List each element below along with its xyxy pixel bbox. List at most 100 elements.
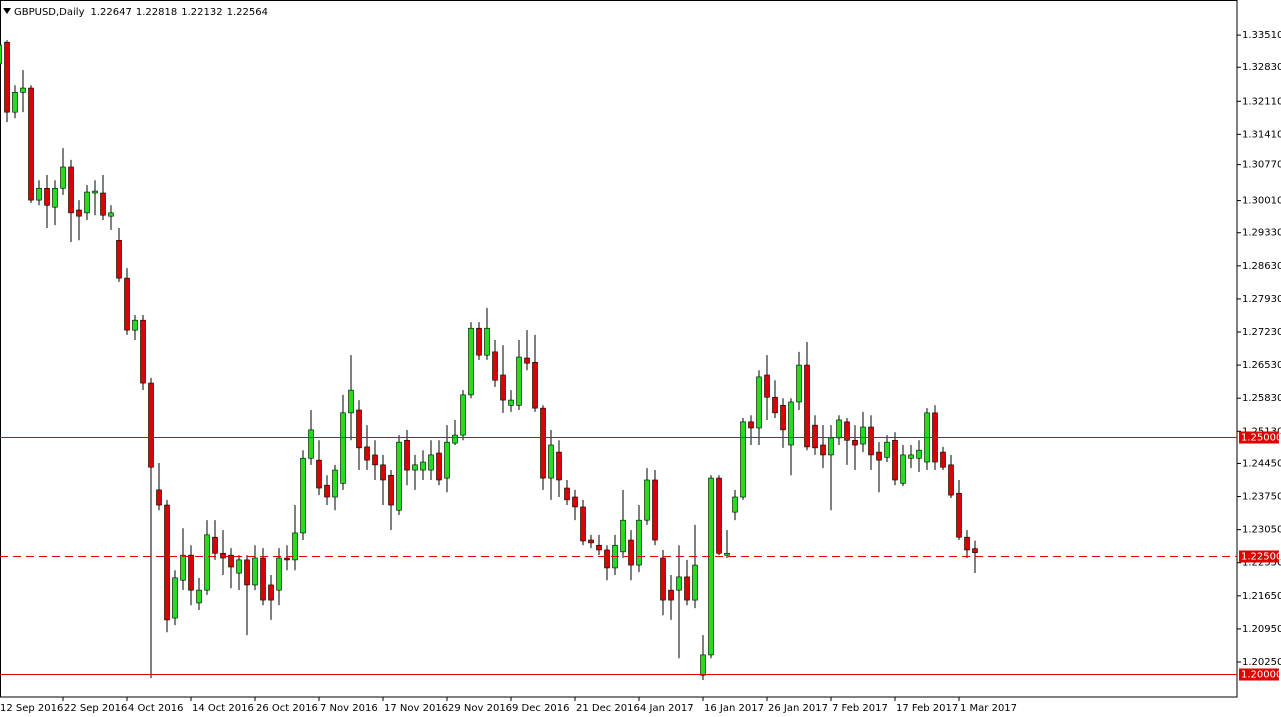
- candle-body: [196, 589, 202, 604]
- candle-body: [468, 327, 474, 396]
- candle-body: [588, 539, 594, 544]
- candle-body: [84, 191, 90, 214]
- candle-body: [884, 441, 890, 458]
- x-tick-label: 9 Dec 2016: [512, 703, 570, 714]
- level-label: 1.22500: [1241, 552, 1281, 563]
- candle-body: [804, 364, 810, 448]
- candle-body: [676, 576, 682, 591]
- candle-body: [724, 552, 730, 556]
- candle-body: [636, 519, 642, 566]
- close-value: 1.22564: [227, 7, 268, 18]
- candle-body: [12, 92, 18, 113]
- x-tick-label: 16 Jan 2017: [704, 703, 764, 714]
- y-tick-label: 1.22350: [1242, 558, 1281, 569]
- y-tick-label: 1.23750: [1242, 492, 1281, 503]
- y-tick-label: 1.27230: [1242, 327, 1281, 338]
- low-value: 1.22132: [181, 7, 222, 18]
- candle-body: [20, 87, 26, 93]
- candle-body: [852, 439, 858, 446]
- x-tick-label: 21 Dec 2016: [576, 703, 640, 714]
- candle-body: [0, 44, 2, 65]
- candle-body: [620, 519, 626, 553]
- y-tick-label: 1.32110: [1242, 96, 1281, 107]
- candle-body: [820, 444, 826, 456]
- candle-body: [260, 557, 266, 601]
- candle-body: [444, 441, 450, 479]
- candle-body: [356, 409, 362, 449]
- plot-frame: [0, 0, 1238, 698]
- level-label-box: [1239, 668, 1279, 681]
- candle-body: [740, 421, 746, 498]
- candle-body: [844, 421, 850, 441]
- x-tick-label: 1 Mar 2017: [960, 703, 1017, 714]
- candle-body: [948, 464, 954, 496]
- candle-body: [868, 426, 874, 456]
- menu-icon[interactable]: [3, 8, 11, 14]
- candle-body: [404, 439, 410, 471]
- x-tick-label: 4 Jan 2017: [640, 703, 694, 714]
- candle-body: [284, 557, 290, 561]
- candle-body: [860, 426, 866, 445]
- level-label-box: [1239, 550, 1279, 563]
- candle-body: [36, 187, 42, 201]
- candle-body: [756, 376, 762, 429]
- candle-body: [372, 454, 378, 466]
- candle-body: [212, 536, 218, 554]
- candle-body: [684, 576, 690, 601]
- candle-body: [380, 464, 386, 481]
- y-tick-label: 1.23050: [1242, 525, 1281, 536]
- candle-body: [340, 412, 346, 484]
- x-tick-label: 14 Oct 2016: [192, 703, 254, 714]
- candle-body: [956, 492, 962, 538]
- candle-body: [964, 536, 970, 551]
- y-tick-label: 1.26530: [1242, 360, 1281, 371]
- y-tick-label: 1.21650: [1242, 591, 1281, 602]
- candle-body: [772, 396, 778, 414]
- candle-body: [364, 446, 370, 461]
- candle-body: [124, 277, 130, 331]
- candle-body: [436, 452, 442, 481]
- candle-body: [692, 564, 698, 601]
- candle-body: [532, 361, 538, 409]
- candle-body: [60, 166, 66, 189]
- y-tick-label: 1.24450: [1242, 458, 1281, 469]
- candle-body: [148, 382, 154, 468]
- candle-body: [796, 364, 802, 403]
- candle-body: [460, 394, 466, 436]
- x-tick-label: 4 Oct 2016: [128, 703, 183, 714]
- candle-body: [76, 209, 82, 217]
- candle-body: [628, 539, 634, 566]
- y-tick-label: 1.30770: [1242, 160, 1281, 171]
- y-tick-label: 1.25830: [1242, 393, 1281, 404]
- candle-body: [172, 577, 178, 619]
- candle-body: [188, 554, 194, 591]
- candle-body: [644, 479, 650, 521]
- candle-body: [716, 477, 722, 554]
- y-tick-label: 1.29330: [1242, 228, 1281, 239]
- candle-body: [540, 407, 546, 479]
- candle-body: [900, 454, 906, 484]
- candle-body: [92, 190, 98, 194]
- candle-body: [156, 489, 162, 506]
- x-tick-label: 29 Nov 2016: [448, 703, 512, 714]
- candle-body: [204, 534, 210, 591]
- candle-body: [180, 554, 186, 581]
- candle-body: [308, 429, 314, 459]
- candle-body: [452, 434, 458, 444]
- x-tick-label: 7 Feb 2017: [832, 703, 888, 714]
- x-tick-label: 12 Sep 2016: [0, 703, 63, 714]
- candle-body: [52, 187, 58, 208]
- candle-body: [428, 454, 434, 471]
- candle-body: [228, 554, 234, 568]
- candle-body: [100, 192, 106, 216]
- candle-body: [836, 419, 842, 439]
- y-tick-label: 1.20950: [1242, 624, 1281, 635]
- candle-body: [324, 484, 330, 498]
- candle-body: [652, 479, 658, 541]
- candle-body: [892, 439, 898, 481]
- candle-body: [876, 451, 882, 461]
- candle-body: [524, 357, 530, 364]
- candle-body: [908, 454, 914, 459]
- candle-body: [220, 552, 226, 559]
